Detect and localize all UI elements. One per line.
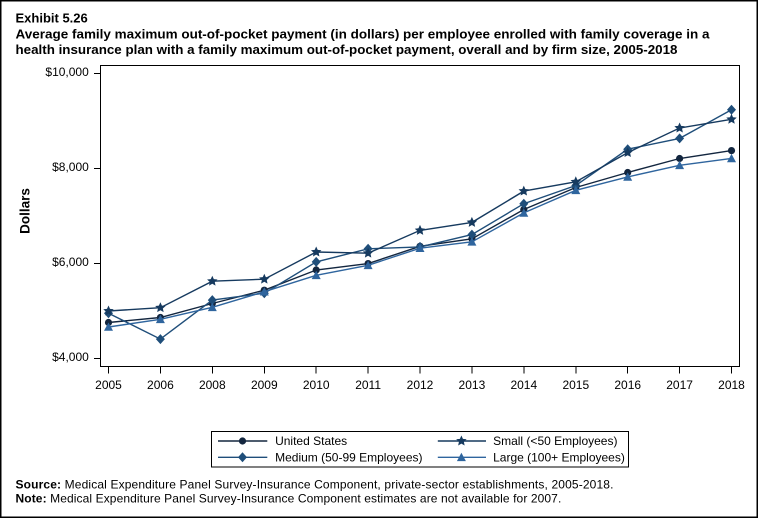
svg-text:2015: 2015 [562,378,589,392]
svg-text:2005: 2005 [95,378,122,392]
svg-text:2016: 2016 [614,378,641,392]
svg-text:2013: 2013 [459,378,486,392]
svg-text:Dollars: Dollars [17,188,32,234]
svg-text:$8,000: $8,000 [52,160,89,174]
svg-text:2011: 2011 [355,378,381,392]
svg-text:$10,000: $10,000 [45,65,89,79]
svg-text:Exhibit 5.26: Exhibit 5.26 [16,11,88,26]
svg-text:2017: 2017 [666,378,693,392]
svg-text:$4,000: $4,000 [52,350,89,364]
svg-text:2010: 2010 [303,378,330,392]
svg-text:2008: 2008 [199,378,226,392]
svg-text:Large (100+ Employees): Large (100+ Employees) [493,450,625,464]
svg-text:health insurance plan with a f: health insurance plan with a family maxi… [16,42,678,57]
svg-text:$6,000: $6,000 [52,255,89,269]
svg-text:Small (<50 Employees): Small (<50 Employees) [493,434,617,448]
svg-text:2006: 2006 [147,378,174,392]
svg-text:Average family maximum out-of-: Average family maximum out-of-pocket pay… [16,27,711,42]
svg-text:2012: 2012 [407,378,434,392]
svg-text:2018: 2018 [718,378,745,392]
svg-text:2014: 2014 [510,378,537,392]
svg-text:Medium (50-99 Employees): Medium (50-99 Employees) [275,450,422,464]
svg-text:2009: 2009 [251,378,278,392]
svg-text:United States: United States [275,434,347,448]
svg-text:Note: Medical Expenditure Pane: Note: Medical Expenditure Panel Survey-I… [16,492,562,506]
svg-text:Source: Medical Expenditure Pa: Source: Medical Expenditure Panel Survey… [16,477,614,491]
